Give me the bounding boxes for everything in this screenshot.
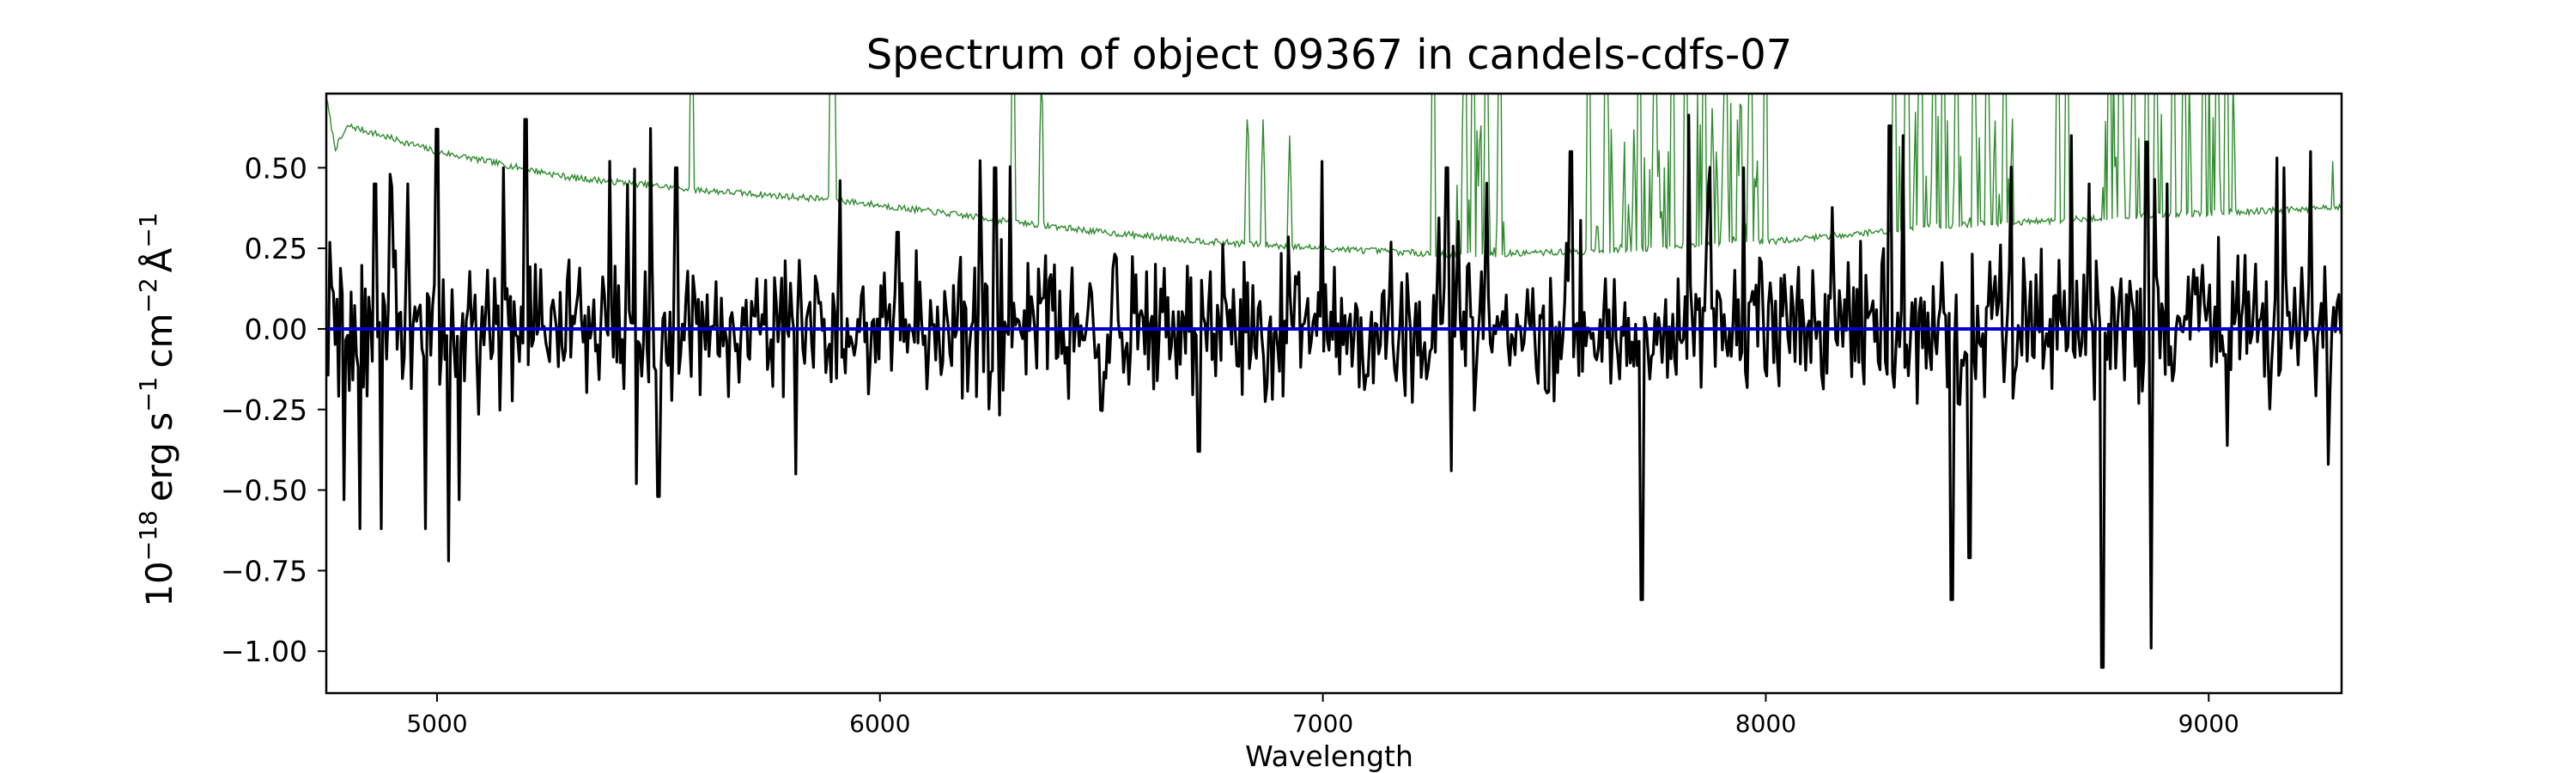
plot-frame [325,92,2343,695]
y-axis-label-exp: −18 [134,510,162,561]
error-spectrum-line [326,94,2342,259]
y-axis-label-cm: cm [138,313,180,368]
y-axis-label-angstrom: Å [137,247,180,272]
y-tick-label: 0.25 [245,232,307,265]
y-tick-label: −0.75 [221,554,307,587]
axes: 5000 6000 7000 8000 9000 −1.00 −0.75 −0.50 −0.25… [221,92,2343,738]
x-tick-label: 7000 [1292,709,1353,738]
flux-spectrum-line [326,113,2342,669]
chart-title: Spectrum of object 09367 in candels-cdfs… [866,31,1793,79]
y-axis-label: 10−18erg s−1cm−2Å−1 [134,212,180,606]
y-axis-label-exp-cm: −2 [134,277,162,313]
x-tick-label: 6000 [849,709,910,738]
x-axis-label: Wavelength [1245,740,1413,773]
y-axis-label-exp-ang: −1 [134,212,162,247]
y-tick-label: −1.00 [221,635,307,668]
x-tick-label: 5000 [406,709,467,738]
y-tick-label: −0.25 [221,393,307,427]
y-axis-label-erg: erg s [138,412,180,502]
y-axis-label-base: 10 [138,561,180,606]
y-tick-label: 0.50 [245,151,307,185]
y-tick-label: 0.00 [245,313,307,346]
x-tick-label: 8000 [1735,709,1796,738]
plot-area [326,94,2342,669]
x-tick-label: 9000 [2178,709,2239,738]
y-axis-label-exp-s: −1 [134,377,162,412]
y-tick-label: −0.50 [221,474,307,508]
